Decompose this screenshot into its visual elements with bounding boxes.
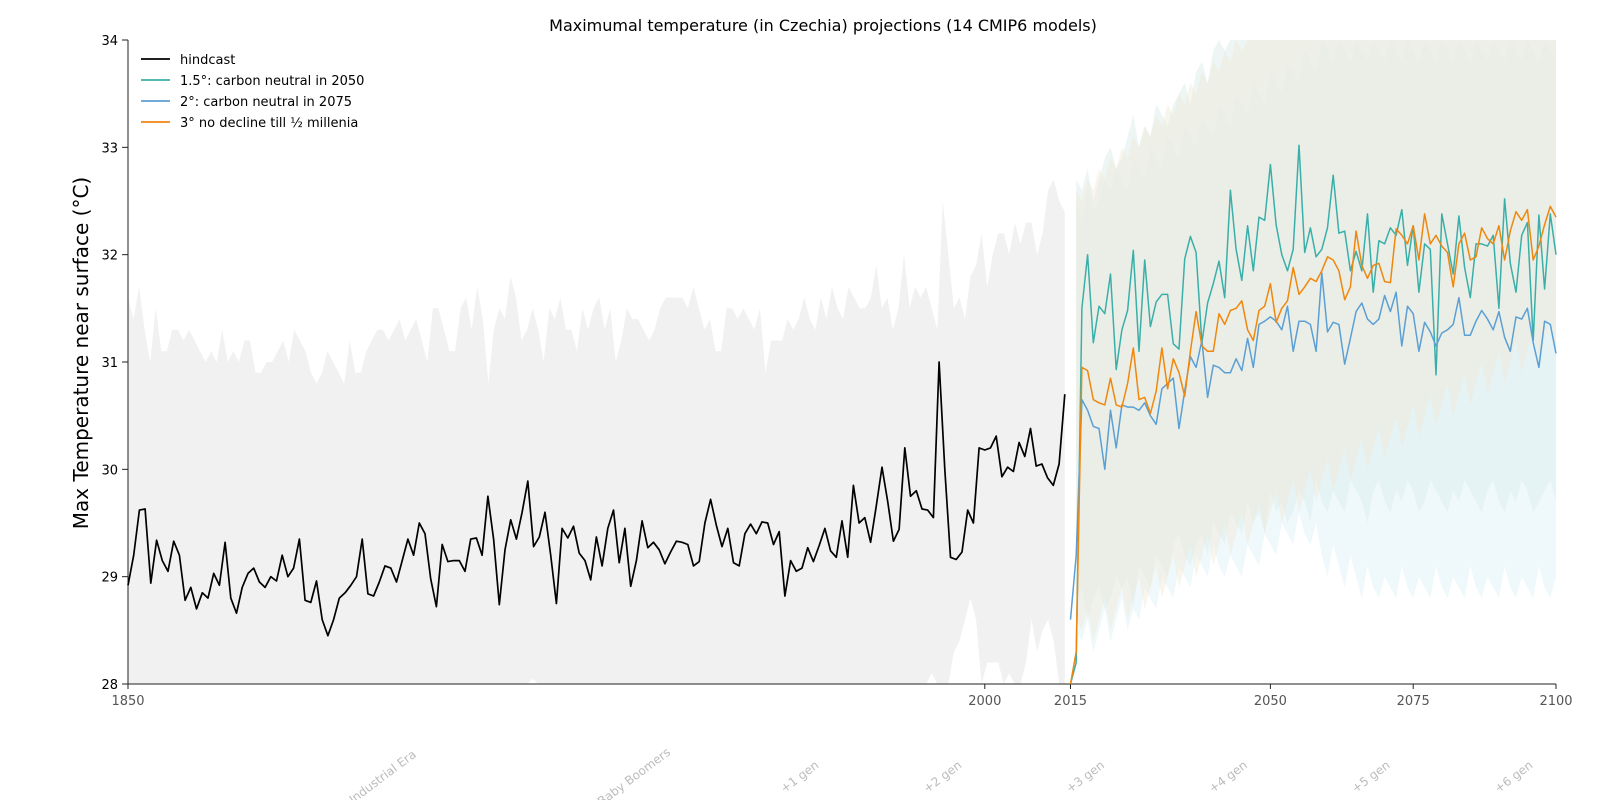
legend: hindcast 1.5°: carbon neutral in 2050 2°: … — [141, 53, 364, 131]
series-line-0 — [127, 361, 1066, 637]
y-tick-label: 34 — [101, 34, 118, 49]
era-label: +4 gen — [1206, 758, 1250, 796]
era-label-layer: Industrial Era Baby Boomers +1 gen +2 gen +3… — [346, 745, 1536, 804]
x-tick-label: 2015 — [1054, 694, 1087, 709]
band-scenario-3-range — [1076, 40, 1556, 642]
era-label: +3 gen — [1063, 758, 1107, 796]
axes-layer: 28 29 30 31 32 33 34 1850 2000 2015 2050 2075 2100 — [101, 34, 1572, 709]
y-tick-label: 30 — [101, 463, 118, 478]
x-tick-label: 1850 — [111, 694, 144, 709]
y-tick-label: 31 — [101, 356, 118, 371]
y-tick-label: 33 — [101, 141, 118, 156]
legend-label: 2°: carbon neutral in 2075 — [180, 95, 352, 110]
bands-layer — [128, 40, 1556, 684]
era-label: Baby Boomers — [595, 745, 673, 800]
y-tick-label: 32 — [101, 249, 118, 264]
y-tick-label: 29 — [101, 571, 118, 586]
era-label: +2 gen — [921, 758, 965, 796]
era-label: +6 gen — [1492, 758, 1536, 796]
band-hindcast-range — [128, 179, 1065, 684]
x-tick-label: 2050 — [1254, 694, 1287, 709]
legend-label: 1.5°: carbon neutral in 2050 — [180, 74, 364, 89]
series-line-3 — [1069, 205, 1557, 685]
era-label: +5 gen — [1349, 758, 1393, 796]
series-layer — [127, 144, 1557, 685]
x-tick-label: 2075 — [1397, 694, 1430, 709]
legend-label: 3° no decline till ½ millenia — [180, 116, 358, 131]
series-line-1 — [1069, 144, 1557, 685]
era-label: Industrial Era — [346, 747, 418, 800]
y-axis-label: Max Temperature near surface (°C) — [69, 177, 93, 529]
chart-title: Maximumal temperature (in Czechia) proje… — [549, 16, 1097, 35]
band-scenario-1.5-range — [1076, 40, 1556, 620]
y-tick-label: 28 — [101, 678, 118, 693]
legend-label: hindcast — [180, 53, 235, 68]
era-label: +1 gen — [778, 758, 822, 796]
x-tick-label: 2000 — [968, 694, 1001, 709]
series-line-2 — [1069, 272, 1557, 620]
x-tick-label: 2100 — [1539, 694, 1572, 709]
